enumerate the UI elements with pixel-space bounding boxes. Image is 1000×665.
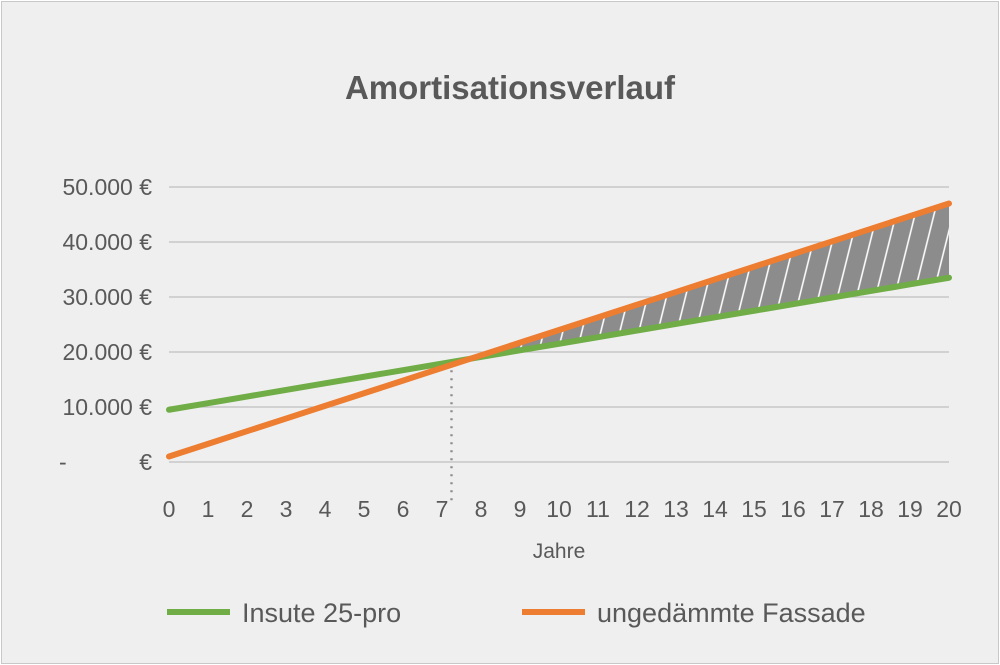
y-tick-currency: € — [139, 449, 152, 475]
x-tick-label: 20 — [936, 496, 962, 522]
x-tick-label: 0 — [163, 496, 176, 522]
y-tick-label: 30.000 € — [62, 284, 152, 310]
y-axis-ticks: - €10.000 € 20.000 € 30.000 € 40.000 € 50.000… — [59, 174, 152, 475]
x-tick-label: 17 — [819, 496, 845, 522]
x-tick-label: 5 — [358, 496, 371, 522]
x-tick-label: 3 — [280, 496, 293, 522]
legend: Insute 25-pro ungedämmte Fassade — [167, 598, 866, 628]
x-tick-label: 12 — [624, 496, 650, 522]
x-tick-label: 18 — [858, 496, 884, 522]
x-tick-label: 2 — [241, 496, 254, 522]
x-tick-label: 4 — [319, 496, 332, 522]
x-axis-ticks: 0 1 2 3 4 5 6 7 8 9 10 11 12 13 14 15 16 17 18 19 20 — [163, 496, 962, 522]
x-tick-label: 19 — [897, 496, 923, 522]
x-tick-label: 8 — [475, 496, 488, 522]
y-tick-label: 10.000 € — [62, 394, 152, 420]
x-tick-label: 15 — [741, 496, 767, 522]
x-tick-label: 10 — [546, 496, 572, 522]
y-tick-label: 40.000 € — [62, 229, 152, 255]
series-line-0 — [166, 274, 952, 413]
y-tick-label: - — [59, 449, 67, 475]
legend-label: Insute 25-pro — [242, 598, 401, 628]
grid-lines — [169, 186, 949, 463]
x-tick-label: 11 — [586, 496, 610, 522]
y-tick-label: 50.000 € — [62, 174, 152, 200]
x-tick-label: 9 — [514, 496, 527, 522]
x-tick-label: 6 — [397, 496, 410, 522]
series-line-1 — [166, 200, 952, 460]
x-tick-label: 7 — [436, 496, 449, 522]
series-lines — [166, 200, 952, 460]
y-tick-label: 20.000 € — [62, 339, 152, 365]
chart-title: Amortisationsverlauf — [345, 69, 676, 106]
x-tick-label: 13 — [663, 496, 689, 522]
savings-area — [461, 203, 949, 361]
x-tick-label: 1 — [202, 496, 215, 522]
legend-label: ungedämmte Fassade — [597, 598, 866, 628]
x-tick-label: 16 — [780, 496, 806, 522]
x-tick-label: 14 — [702, 496, 728, 522]
x-axis-title: Jahre — [533, 540, 586, 563]
